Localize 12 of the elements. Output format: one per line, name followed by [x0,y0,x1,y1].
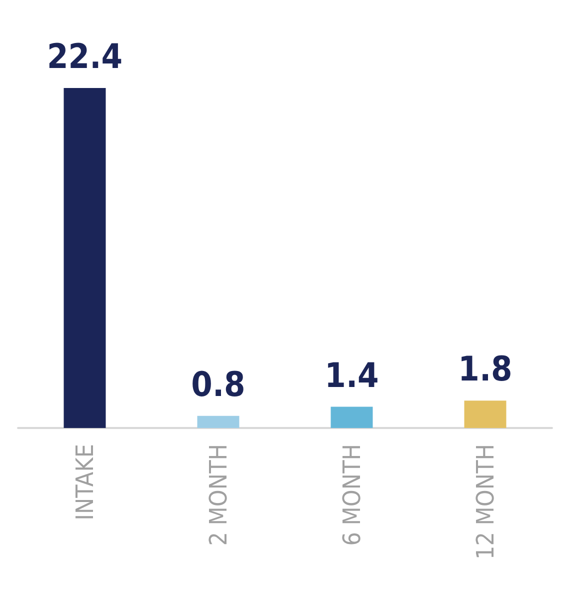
data-label: 22.4 [47,37,122,77]
bar [464,400,506,428]
x-tick-label: 12 MONTH [471,444,500,560]
bar [197,416,240,428]
data-label: 1.4 [324,356,379,396]
bar [330,406,373,428]
data-label: 0.8 [191,364,246,405]
bar [64,88,106,428]
x-tick-label: 2 MONTH [204,444,232,546]
x-tick-label: 6 MONTH [338,444,366,546]
x-tick-label: INTAKE [70,444,99,520]
data-label: 1.8 [458,350,512,390]
